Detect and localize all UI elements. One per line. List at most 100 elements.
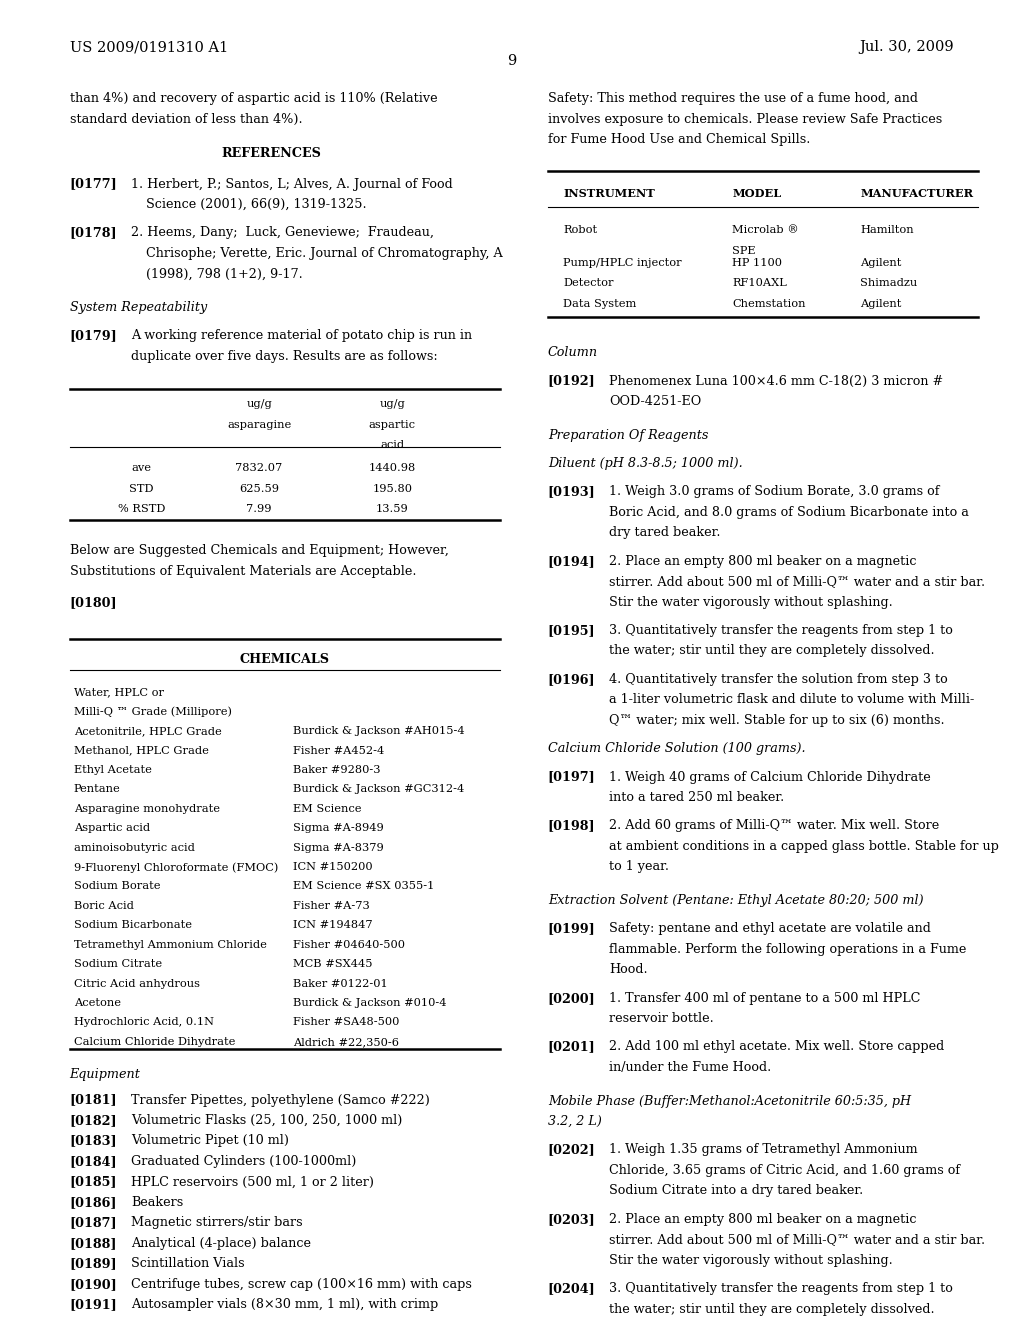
Text: Autosampler vials (8×30 mm, 1 ml), with crimp: Autosampler vials (8×30 mm, 1 ml), with … — [131, 1298, 438, 1311]
Text: Preparation Of Reagents: Preparation Of Reagents — [548, 429, 709, 442]
Text: Sodium Citrate: Sodium Citrate — [74, 960, 162, 969]
Text: Fisher #04640-500: Fisher #04640-500 — [293, 940, 404, 949]
Text: [0182]: [0182] — [70, 1114, 118, 1127]
Text: MCB #SX445: MCB #SX445 — [293, 960, 373, 969]
Text: Transfer Pipettes, polyethylene (Samco #222): Transfer Pipettes, polyethylene (Samco #… — [131, 1093, 430, 1106]
Text: Methanol, HPLC Grade: Methanol, HPLC Grade — [74, 746, 209, 755]
Text: dry tared beaker.: dry tared beaker. — [609, 527, 721, 540]
Text: a 1-liter volumetric flask and dilute to volume with Milli-: a 1-liter volumetric flask and dilute to… — [609, 693, 975, 706]
Text: Sigma #A-8949: Sigma #A-8949 — [293, 824, 384, 833]
Text: 2. Place an empty 800 ml beaker on a magnetic: 2. Place an empty 800 ml beaker on a mag… — [609, 554, 916, 568]
Text: Extraction Solvent (Pentane: Ethyl Acetate 80:20; 500 ml): Extraction Solvent (Pentane: Ethyl Aceta… — [548, 894, 924, 907]
Text: Chemstation: Chemstation — [732, 298, 806, 309]
Text: Data System: Data System — [563, 298, 637, 309]
Text: Calcium Chloride Solution (100 grams).: Calcium Chloride Solution (100 grams). — [548, 742, 805, 755]
Text: 2. Add 60 grams of Milli-Q™ water. Mix well. Store: 2. Add 60 grams of Milli-Q™ water. Mix w… — [609, 820, 940, 833]
Text: Hood.: Hood. — [609, 964, 648, 977]
Text: % RSTD: % RSTD — [118, 504, 165, 513]
Text: than 4%) and recovery of aspartic acid is 110% (Relative: than 4%) and recovery of aspartic acid i… — [70, 92, 437, 106]
Text: [0185]: [0185] — [70, 1175, 117, 1188]
Text: [0198]: [0198] — [548, 820, 596, 833]
Text: [0180]: [0180] — [70, 595, 118, 609]
Text: 1. Transfer 400 ml of pentane to a 500 ml HPLC: 1. Transfer 400 ml of pentane to a 500 m… — [609, 991, 921, 1005]
Text: Agilent: Agilent — [860, 298, 901, 309]
Text: [0178]: [0178] — [70, 226, 118, 239]
Text: [0194]: [0194] — [548, 554, 596, 568]
Text: 3. Quantitatively transfer the reagents from step 1 to: 3. Quantitatively transfer the reagents … — [609, 624, 953, 638]
Text: flammable. Perform the following operations in a Fume: flammable. Perform the following operati… — [609, 942, 967, 956]
Text: Burdick & Jackson #010-4: Burdick & Jackson #010-4 — [293, 998, 446, 1008]
Text: standard deviation of less than 4%).: standard deviation of less than 4%). — [70, 112, 302, 125]
Text: Analytical (4-place) balance: Analytical (4-place) balance — [131, 1237, 311, 1250]
Text: involves exposure to chemicals. Please review Safe Practices: involves exposure to chemicals. Please r… — [548, 112, 942, 125]
Text: Aldrich #22,350-6: Aldrich #22,350-6 — [293, 1036, 399, 1047]
Text: Boric Acid: Boric Acid — [74, 900, 133, 911]
Text: Fisher #A-73: Fisher #A-73 — [293, 900, 370, 911]
Text: stirrer. Add about 500 ml of Milli-Q™ water and a stir bar.: stirrer. Add about 500 ml of Milli-Q™ wa… — [609, 1233, 985, 1246]
Text: MODEL: MODEL — [732, 187, 781, 199]
Text: 1440.98: 1440.98 — [369, 463, 416, 473]
Text: for Fume Hood Use and Chemical Spills.: for Fume Hood Use and Chemical Spills. — [548, 133, 810, 147]
Text: stirrer. Add about 500 ml of Milli-Q™ water and a stir bar.: stirrer. Add about 500 ml of Milli-Q™ wa… — [609, 576, 985, 589]
Text: [0196]: [0196] — [548, 673, 596, 686]
Text: Beakers: Beakers — [131, 1196, 183, 1209]
Text: Baker #9280-3: Baker #9280-3 — [293, 766, 380, 775]
Text: Safety: This method requires the use of a fume hood, and: Safety: This method requires the use of … — [548, 92, 918, 106]
Text: [0183]: [0183] — [70, 1134, 118, 1147]
Text: Baker #0122-01: Baker #0122-01 — [293, 978, 388, 989]
Text: HP 1100: HP 1100 — [732, 257, 782, 268]
Text: ICN #150200: ICN #150200 — [293, 862, 373, 873]
Text: Sodium Citrate into a dry tared beaker.: Sodium Citrate into a dry tared beaker. — [609, 1184, 863, 1197]
Text: 195.80: 195.80 — [372, 483, 413, 494]
Text: Magnetic stirrers/stir bars: Magnetic stirrers/stir bars — [131, 1216, 303, 1229]
Text: MANUFACTURER: MANUFACTURER — [860, 187, 973, 199]
Text: Column: Column — [548, 346, 598, 359]
Text: Robot: Robot — [563, 224, 597, 235]
Text: acid: acid — [380, 441, 404, 450]
Text: Milli-Q ™ Grade (Millipore): Milli-Q ™ Grade (Millipore) — [74, 706, 231, 718]
Text: [0189]: [0189] — [70, 1257, 118, 1270]
Text: [0191]: [0191] — [70, 1298, 118, 1311]
Text: CHEMICALS: CHEMICALS — [240, 653, 330, 667]
Text: [0184]: [0184] — [70, 1155, 118, 1168]
Text: Fisher #SA48-500: Fisher #SA48-500 — [293, 1018, 399, 1027]
Text: Sodium Bicarbonate: Sodium Bicarbonate — [74, 920, 191, 931]
Text: Pump/HPLC injector: Pump/HPLC injector — [563, 257, 682, 268]
Text: Safety: pentane and ethyl acetate are volatile and: Safety: pentane and ethyl acetate are vo… — [609, 923, 931, 936]
Text: REFERENCES: REFERENCES — [221, 147, 322, 160]
Text: Burdick & Jackson #AH015-4: Burdick & Jackson #AH015-4 — [293, 726, 465, 737]
Text: Hydrochloric Acid, 0.1N: Hydrochloric Acid, 0.1N — [74, 1018, 214, 1027]
Text: 1. Weigh 1.35 grams of Tetramethyl Ammonium: 1. Weigh 1.35 grams of Tetramethyl Ammon… — [609, 1143, 918, 1156]
Text: Science (2001), 66(9), 1319-1325.: Science (2001), 66(9), 1319-1325. — [146, 198, 367, 211]
Text: Volumetric Flasks (25, 100, 250, 1000 ml): Volumetric Flasks (25, 100, 250, 1000 ml… — [131, 1114, 402, 1127]
Text: Agilent: Agilent — [860, 257, 901, 268]
Text: aspartic: aspartic — [369, 420, 416, 430]
Text: Tetramethyl Ammonium Chloride: Tetramethyl Ammonium Chloride — [74, 940, 266, 949]
Text: Stir the water vigorously without splashing.: Stir the water vigorously without splash… — [609, 595, 893, 609]
Text: SPE: SPE — [732, 246, 756, 256]
Text: [0188]: [0188] — [70, 1237, 117, 1250]
Text: Substitutions of Equivalent Materials are Acceptable.: Substitutions of Equivalent Materials ar… — [70, 565, 416, 578]
Text: 9-Fluorenyl Chloroformate (FMOC): 9-Fluorenyl Chloroformate (FMOC) — [74, 862, 279, 873]
Text: 3. Quantitatively transfer the reagents from step 1 to: 3. Quantitatively transfer the reagents … — [609, 1282, 953, 1295]
Text: 1. Herbert, P.; Santos, L; Alves, A. Journal of Food: 1. Herbert, P.; Santos, L; Alves, A. Jou… — [131, 177, 453, 190]
Text: [0195]: [0195] — [548, 624, 596, 638]
Text: [0186]: [0186] — [70, 1196, 117, 1209]
Text: [0204]: [0204] — [548, 1282, 596, 1295]
Text: [0199]: [0199] — [548, 923, 596, 936]
Text: [0181]: [0181] — [70, 1093, 118, 1106]
Text: caps: caps — [146, 1319, 176, 1320]
Text: Volumetric Pipet (10 ml): Volumetric Pipet (10 ml) — [131, 1134, 289, 1147]
Text: ICN #194847: ICN #194847 — [293, 920, 373, 931]
Text: 4. Quantitatively transfer the solution from step 3 to: 4. Quantitatively transfer the solution … — [609, 673, 948, 686]
Text: [0200]: [0200] — [548, 991, 596, 1005]
Text: Hamilton: Hamilton — [860, 224, 913, 235]
Text: 9: 9 — [507, 54, 517, 69]
Text: 2. Add 100 ml ethyl acetate. Mix well. Store capped: 2. Add 100 ml ethyl acetate. Mix well. S… — [609, 1040, 944, 1053]
Text: Shimadzu: Shimadzu — [860, 279, 918, 288]
Text: Q™ water; mix well. Stable for up to six (6) months.: Q™ water; mix well. Stable for up to six… — [609, 714, 945, 727]
Text: Stir the water vigorously without splashing.: Stir the water vigorously without splash… — [609, 1254, 893, 1267]
Text: [0187]: [0187] — [70, 1216, 118, 1229]
Text: 7.99: 7.99 — [247, 504, 271, 513]
Text: the water; stir until they are completely dissolved.: the water; stir until they are completel… — [609, 644, 935, 657]
